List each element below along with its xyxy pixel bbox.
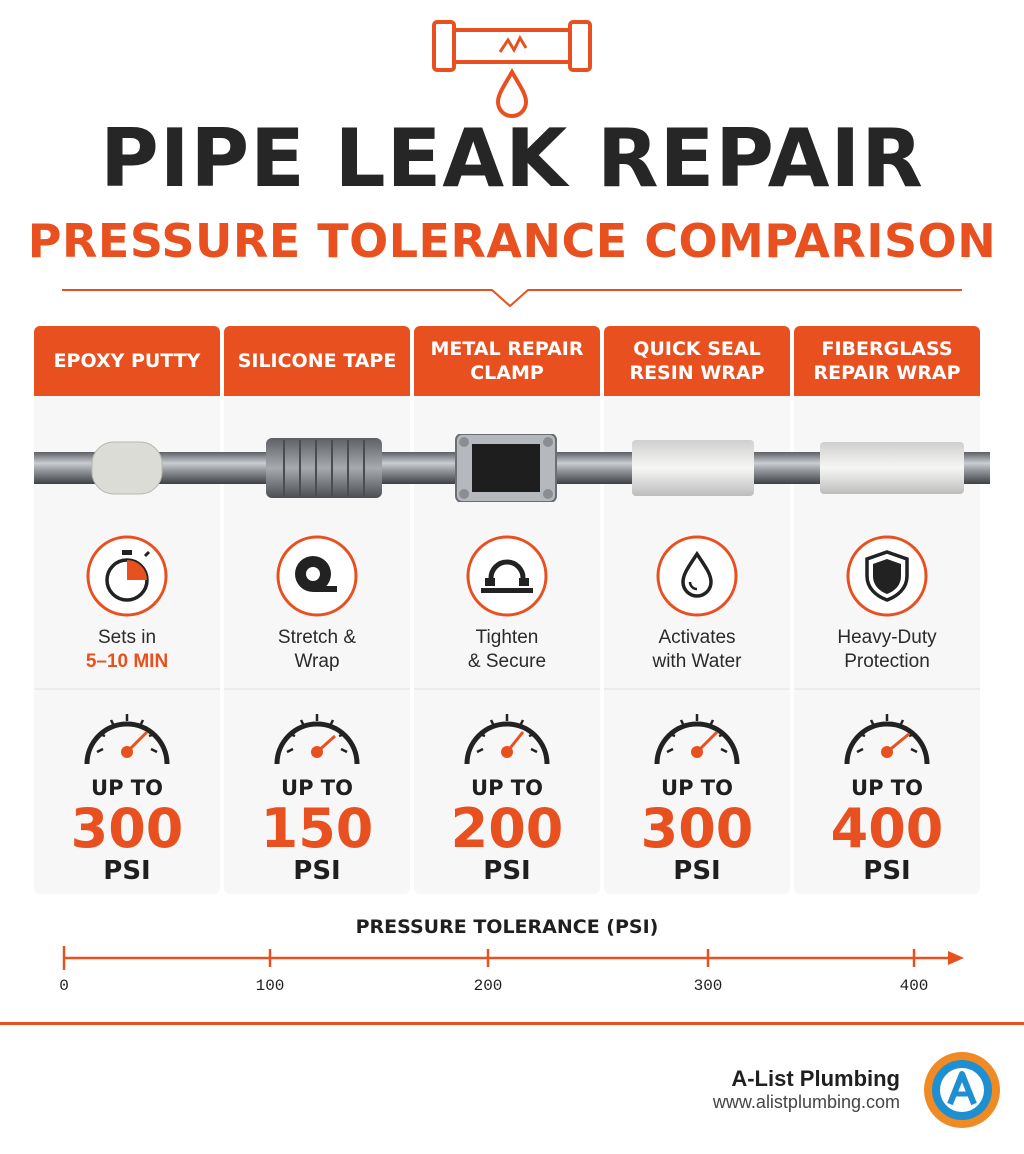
feature-line-2: Protection: [844, 651, 930, 672]
up-to-label: UP TO: [281, 776, 353, 800]
feature-text: Activates with Water: [604, 626, 790, 674]
feature-line-2: Wrap: [294, 651, 340, 672]
method-card-silicone-tape: SILICONE TAPE Stretch & Wrap UP TO 150 P…: [224, 326, 410, 894]
up-to-label: UP TO: [91, 776, 163, 800]
method-name: METAL REPAIR CLAMP: [414, 326, 600, 396]
title-divider: [62, 289, 962, 308]
psi-value: 150: [260, 797, 374, 860]
feature-line-2: & Secure: [467, 651, 547, 672]
a-list-logo-icon: [924, 1052, 1000, 1128]
feature-text: Heavy-Duty Protection: [794, 626, 980, 674]
feature-text: Sets in 5–10 MIN: [34, 626, 220, 674]
gauge-icon: [84, 714, 170, 765]
page-subtitle: PRESSURE TOLERANCE COMPARISON: [27, 214, 997, 268]
leaking-pipe-icon: [432, 20, 592, 118]
psi-value: 300: [70, 797, 184, 860]
gauge-icon: [844, 714, 930, 765]
comparison-columns: EPOXY PUTTY Sets in 5–10 MIN UP TO 300: [34, 326, 990, 894]
brand-url[interactable]: www.alistplumbing.com: [712, 1092, 900, 1112]
feature-line-2: with Water: [652, 651, 742, 672]
axis-tick-100: 100: [256, 977, 285, 995]
method-name: FIBERGLASS REPAIR WRAP: [794, 326, 980, 396]
method-name: SILICONE TAPE: [224, 326, 410, 396]
gauge-icon: [464, 714, 550, 765]
up-to-label: UP TO: [851, 776, 923, 800]
gauge-icon: [654, 714, 740, 765]
timer-icon: [86, 535, 168, 617]
method-card-epoxy-putty: EPOXY PUTTY Sets in 5–10 MIN UP TO 300: [34, 326, 220, 894]
psi-unit: PSI: [673, 856, 721, 886]
psi-value: 300: [640, 797, 754, 860]
tape-roll-icon: [276, 535, 358, 617]
psi-unit: PSI: [483, 856, 531, 886]
clamp-icon: [466, 535, 548, 617]
gauge-icon: [274, 714, 360, 765]
psi-unit: PSI: [863, 856, 911, 886]
feature-line-1: Heavy-Duty: [837, 627, 937, 648]
feature-line-1: Sets in: [97, 627, 157, 648]
feature-line-1: Stretch &: [277, 627, 357, 648]
up-to-label: UP TO: [471, 776, 543, 800]
shield-icon: [846, 535, 928, 617]
feature-text: Tighten & Secure: [414, 626, 600, 674]
psi-value: 200: [450, 797, 564, 860]
axis-title: PRESSURE TOLERANCE (PSI): [355, 916, 659, 938]
water-drop-icon: [656, 535, 738, 617]
feature-text: Stretch & Wrap: [224, 626, 410, 674]
axis-tick-200: 200: [474, 977, 503, 995]
feature-line-1: Tighten: [475, 627, 539, 648]
feature-line-1: Activates: [658, 627, 736, 648]
method-card-fiberglass-repair-wrap: FIBERGLASS REPAIR WRAP Heavy-Duty Protec…: [794, 326, 980, 894]
page-title: PIPE LEAK REPAIR: [100, 112, 924, 205]
feature-highlight: 5–10 MIN: [85, 651, 169, 672]
psi-unit: PSI: [293, 856, 341, 886]
footer-divider: [0, 1022, 1024, 1025]
method-card-quick-seal-resin-wrap: QUICK SEAL RESIN WRAP Activates with Wat…: [604, 326, 790, 894]
card-divider: [224, 688, 410, 690]
method-name: EPOXY PUTTY: [34, 326, 220, 396]
method-name: QUICK SEAL RESIN WRAP: [604, 326, 790, 396]
pressure-axis: 0 100 200 300 400: [59, 946, 964, 995]
brand-name: A-List Plumbing: [731, 1066, 900, 1091]
pipe-illustration: [34, 434, 990, 502]
axis-tick-300: 300: [694, 977, 723, 995]
axis-tick-0: 0: [59, 977, 69, 995]
card-divider: [34, 688, 220, 690]
up-to-label: UP TO: [661, 776, 733, 800]
psi-unit: PSI: [103, 856, 151, 886]
card-divider: [794, 688, 980, 690]
axis-tick-400: 400: [900, 977, 929, 995]
card-divider: [414, 688, 600, 690]
card-divider: [604, 688, 790, 690]
method-card-metal-repair-clamp: METAL REPAIR CLAMP Tighten & Secure UP T…: [414, 326, 600, 894]
psi-value: 400: [830, 797, 944, 860]
